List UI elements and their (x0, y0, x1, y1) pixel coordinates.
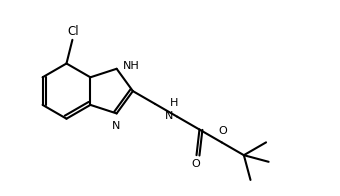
Text: N: N (112, 121, 120, 131)
Text: N: N (165, 111, 173, 121)
Text: O: O (218, 126, 227, 136)
Text: Cl: Cl (68, 25, 79, 38)
Text: H: H (170, 98, 178, 108)
Text: O: O (191, 159, 200, 169)
Text: NH: NH (122, 61, 139, 71)
